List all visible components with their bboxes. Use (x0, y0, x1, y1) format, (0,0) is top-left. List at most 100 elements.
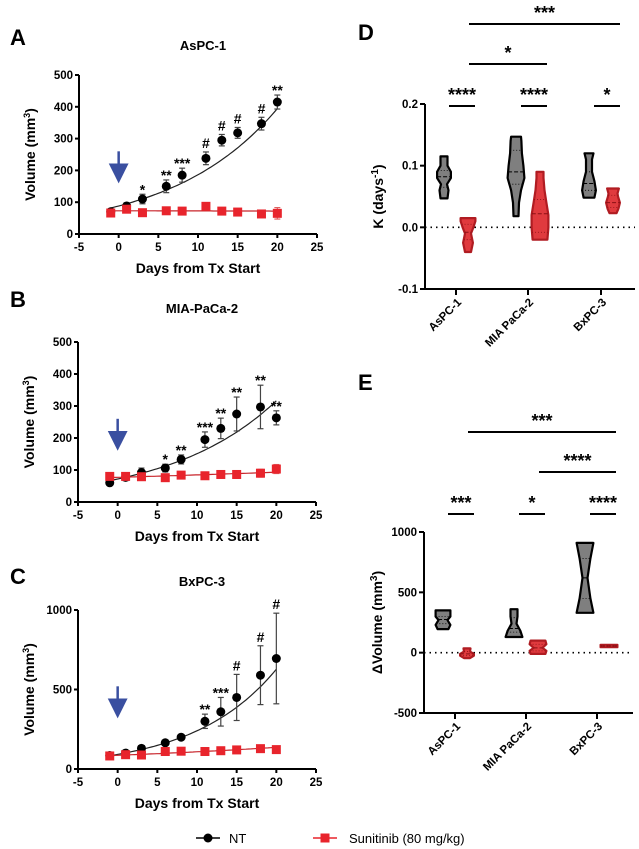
violin-nt (436, 155, 452, 200)
series-sunitinib (106, 201, 282, 220)
y-tick-label: 0.1 (402, 161, 419, 173)
x-tick-label: 10 (191, 777, 204, 789)
violin-body (580, 152, 598, 199)
significance-label: * (603, 85, 610, 105)
significance-marker: *** (174, 155, 191, 171)
y-axis-label: Volume (mm3) (22, 108, 38, 201)
series-sunitinib (105, 744, 281, 761)
data-point (256, 209, 266, 219)
significance-marker: ** (272, 82, 283, 98)
violin-body (530, 170, 550, 241)
x-tick-label: -5 (73, 510, 84, 522)
data-point (137, 194, 147, 204)
x-tick-label: 15 (230, 777, 243, 789)
chart-title: MIA-PaCa-2 (166, 301, 238, 316)
significance-marker: # (258, 100, 266, 116)
data-point (255, 402, 265, 412)
y-tick-label: 100 (54, 197, 73, 209)
violin-sunitinib (604, 187, 622, 215)
data-point (255, 744, 265, 754)
x-axis-label: Days from Tx Start (136, 260, 261, 276)
y-tick-label: 0 (67, 229, 73, 241)
significance-label: **** (520, 85, 548, 105)
legend-label-sunitinib: Sunitinib (80 mg/kg) (349, 831, 465, 846)
violin-body (436, 155, 452, 200)
data-point (200, 471, 210, 481)
x-tick-label: -5 (74, 242, 85, 254)
legend-marker-circle (203, 833, 213, 843)
data-point (176, 746, 186, 756)
data-point (176, 732, 186, 742)
x-axis-label: Days from Tx Start (135, 795, 260, 811)
y-tick-label: 500 (53, 337, 72, 349)
fit-curve (109, 400, 277, 482)
panel-d-growth-rate-violin: D -0.1 0.0 0.1 0.2 AsPC-1 MIA PaCa-2 BxPC-3 K (d… (358, 3, 635, 350)
data-point (122, 204, 132, 214)
x-tick-label: 0 (114, 510, 120, 522)
significance-marker: # (234, 110, 242, 126)
significance-label: * (528, 493, 535, 513)
data-point (232, 745, 242, 755)
significance-marker: ** (215, 405, 226, 421)
violin-body (434, 609, 452, 631)
violin-nt (506, 135, 526, 218)
panel-e-delta-volume-violin: E -500 0 500 1000 AsPC-1 MIA PaCa-2 BxPC-3 ΔVolu… (358, 370, 633, 774)
x-tick-label: 15 (230, 510, 243, 522)
y-axis-label: ΔVolume (mm3) (369, 571, 386, 674)
x-tick-label: 25 (311, 242, 324, 254)
y-tick-label: 500 (54, 70, 73, 82)
y-tick-label: 100 (53, 465, 72, 477)
y-tick-label: 200 (54, 165, 73, 177)
data-point (160, 473, 170, 483)
data-point (176, 454, 186, 464)
y-tick-label: 500 (53, 685, 72, 697)
violin-body (459, 217, 477, 254)
y-tick-label: 400 (53, 369, 72, 381)
data-point (232, 469, 242, 479)
y-tick-label: 0.0 (402, 222, 418, 234)
significance-marker: *** (213, 684, 230, 700)
x-category-label: BxPC-3 (572, 297, 609, 334)
violin-sunitinib (599, 643, 619, 649)
violin-nt (575, 541, 595, 614)
data-point (255, 468, 265, 478)
data-point (121, 750, 131, 760)
significance-label: **** (589, 493, 617, 513)
significance-label: **** (563, 451, 591, 471)
x-category-label: AsPC-1 (427, 296, 465, 334)
legend: NT Sunitinib (80 mg/kg) (196, 831, 465, 846)
data-point (136, 472, 146, 482)
legend-entry-nt: NT (196, 831, 246, 846)
data-point (201, 201, 211, 211)
y-axis-label: Volume (mm3) (21, 643, 37, 736)
significance-marker: ** (161, 167, 172, 183)
data-point (136, 750, 146, 760)
data-point (105, 471, 115, 481)
data-point (200, 435, 210, 445)
significance-marker: ** (271, 398, 282, 414)
data-point (271, 653, 281, 663)
violin-sunitinib (528, 639, 548, 656)
data-point (177, 206, 187, 216)
fit-curve (109, 668, 277, 757)
data-point (216, 707, 226, 717)
x-tick-label: 25 (310, 510, 323, 522)
panel-label: C (10, 564, 26, 589)
significance-label: *** (450, 493, 471, 513)
x-tick-label: 20 (270, 510, 283, 522)
significance-marker: # (218, 117, 226, 133)
panel-label: D (358, 20, 374, 45)
data-point (216, 469, 226, 479)
significance-label: *** (534, 3, 555, 23)
data-point (255, 670, 265, 680)
y-tick-label: 0.2 (402, 99, 418, 111)
panel-label: B (10, 287, 26, 312)
significance-marker: * (163, 451, 169, 467)
data-point (160, 747, 170, 757)
violin-nt (580, 152, 598, 199)
data-point (216, 423, 226, 433)
y-tick-label: 400 (54, 102, 73, 114)
